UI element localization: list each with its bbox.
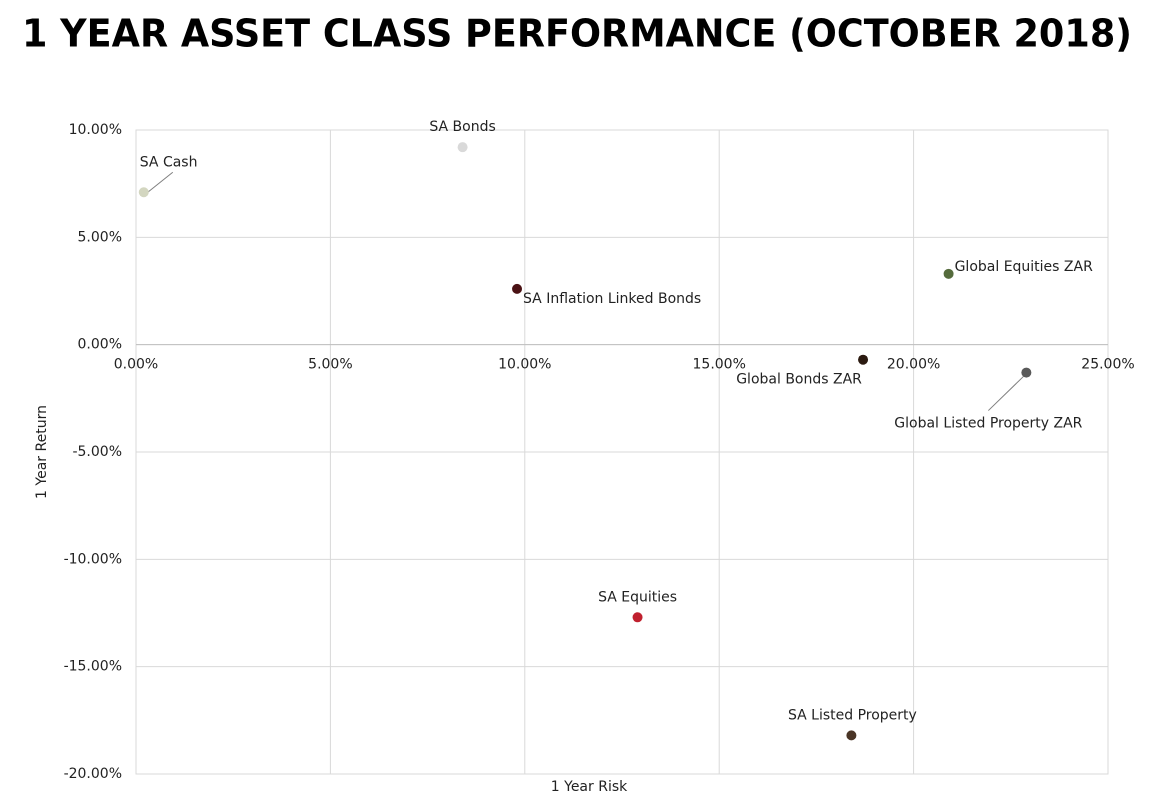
x-tick-label: 25.00% [1081,357,1134,373]
data-label: SA Inflation Linked Bonds [523,291,701,307]
y-tick-label: 0.00% [78,337,122,353]
point [512,283,523,294]
x-tick-label: 5.00% [308,357,352,373]
point [858,354,869,365]
data-label: SA Equities [598,589,677,605]
data-label: SA Bonds [429,119,495,135]
y-tick-label: -10.00% [64,551,122,567]
x-tick-label: 15.00% [693,357,746,373]
data-label: Global Bonds ZAR [736,372,862,388]
point [846,730,857,741]
leader-line [147,171,174,193]
point [457,142,468,153]
x-axis-label: 1 Year Risk [551,779,628,795]
point [632,612,643,623]
chart-title: 1 YEAR ASSET CLASS PERFORMANCE (OCTOBER … [22,12,1132,56]
point [1021,367,1032,378]
y-axis-label: 1 Year Return [34,405,50,499]
data-label: SA Listed Property [788,707,917,723]
x-tick-label: 20.00% [887,357,940,373]
y-tick-label: -20.00% [64,766,122,782]
x-tick-label: 10.00% [498,357,551,373]
leader-line [988,376,1024,411]
point [138,187,149,198]
data-label: Global Equities ZAR [955,259,1094,275]
y-tick-label: 10.00% [69,122,122,138]
x-tick-label: 0.00% [114,357,158,373]
y-tick-label: -5.00% [72,444,122,460]
point [943,268,954,279]
y-tick-label: -15.00% [64,659,122,675]
data-label: Global Listed Property ZAR [894,416,1082,432]
y-tick-label: 5.00% [78,229,122,245]
data-label: SA Cash [140,154,198,170]
